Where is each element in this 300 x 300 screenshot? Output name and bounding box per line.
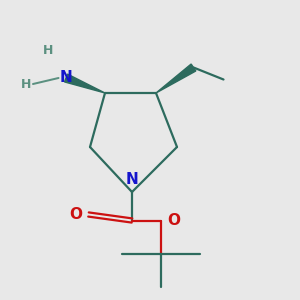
Text: O: O — [167, 213, 180, 228]
Polygon shape — [156, 64, 196, 93]
Text: H: H — [21, 77, 32, 91]
Text: O: O — [69, 207, 82, 222]
Text: N: N — [126, 172, 138, 187]
Polygon shape — [64, 74, 105, 93]
Text: N: N — [60, 70, 72, 86]
Text: H: H — [43, 44, 53, 58]
